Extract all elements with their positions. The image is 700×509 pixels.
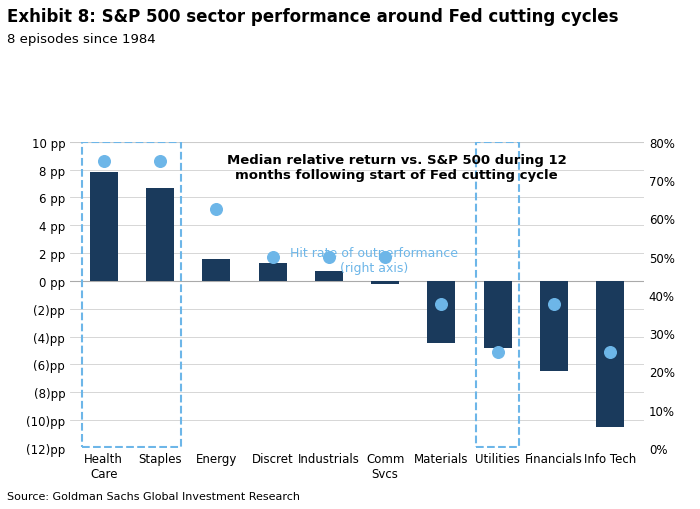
Text: Exhibit 8: S&P 500 sector performance around Fed cutting cycles: Exhibit 8: S&P 500 sector performance ar…	[7, 8, 619, 25]
Point	[492, 348, 503, 356]
Bar	[146, 188, 174, 281]
Bar	[371, 281, 399, 284]
Point	[379, 253, 391, 261]
Text: 8 episodes since 1984: 8 episodes since 1984	[7, 33, 155, 46]
Point	[436, 301, 447, 309]
Bar	[258, 263, 287, 281]
Point	[211, 205, 222, 213]
Bar	[596, 281, 624, 427]
Bar	[484, 281, 512, 348]
Point	[605, 348, 616, 356]
Bar	[315, 272, 343, 281]
Bar	[90, 173, 118, 281]
Point	[98, 158, 109, 166]
Text: Hit rate of outperformance
(right axis): Hit rate of outperformance (right axis)	[290, 247, 458, 274]
Text: Median relative return vs. S&P 500 during 12
months following start of Fed cutti: Median relative return vs. S&P 500 durin…	[227, 154, 566, 182]
Text: Source: Goldman Sachs Global Investment Research: Source: Goldman Sachs Global Investment …	[7, 491, 300, 501]
Point	[323, 253, 335, 261]
Bar	[202, 259, 230, 281]
Bar	[427, 281, 456, 344]
Bar	[540, 281, 568, 372]
Point	[267, 253, 278, 261]
Point	[155, 158, 166, 166]
Point	[548, 301, 559, 309]
